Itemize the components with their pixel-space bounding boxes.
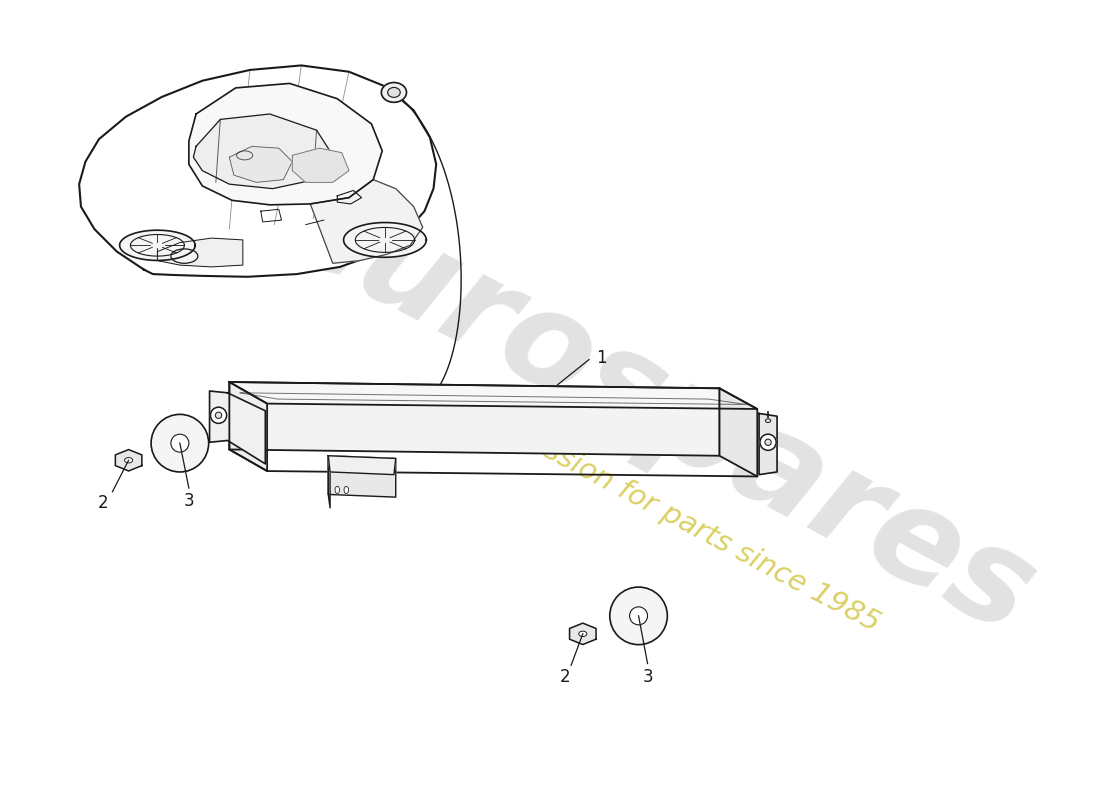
Text: eurospares: eurospares — [258, 157, 1055, 661]
Polygon shape — [328, 456, 330, 508]
Polygon shape — [229, 146, 293, 182]
Ellipse shape — [210, 407, 227, 423]
Polygon shape — [210, 391, 265, 464]
Ellipse shape — [336, 486, 340, 494]
Ellipse shape — [760, 434, 777, 450]
Text: 2: 2 — [560, 668, 570, 686]
Text: 3: 3 — [184, 492, 195, 510]
Polygon shape — [229, 382, 719, 456]
Polygon shape — [120, 230, 195, 261]
Polygon shape — [116, 450, 142, 471]
Polygon shape — [719, 388, 757, 477]
Polygon shape — [293, 148, 349, 182]
Ellipse shape — [124, 458, 133, 463]
Ellipse shape — [579, 631, 586, 637]
Ellipse shape — [387, 87, 400, 98]
Ellipse shape — [216, 412, 222, 418]
Polygon shape — [328, 456, 396, 497]
Polygon shape — [229, 382, 267, 471]
Polygon shape — [343, 222, 427, 258]
Ellipse shape — [170, 434, 189, 452]
Polygon shape — [759, 414, 777, 474]
Ellipse shape — [151, 414, 209, 472]
Ellipse shape — [764, 439, 771, 446]
Polygon shape — [328, 456, 396, 474]
Ellipse shape — [629, 607, 648, 625]
Polygon shape — [79, 66, 437, 277]
Polygon shape — [229, 382, 757, 409]
Text: 2: 2 — [98, 494, 109, 513]
Text: a passion for parts since 1985: a passion for parts since 1985 — [483, 406, 884, 637]
Text: 1: 1 — [596, 349, 607, 366]
Text: 3: 3 — [642, 668, 653, 686]
Polygon shape — [157, 238, 243, 267]
Ellipse shape — [382, 82, 407, 102]
Polygon shape — [310, 180, 422, 263]
Ellipse shape — [170, 249, 198, 263]
Polygon shape — [570, 623, 596, 645]
Ellipse shape — [766, 419, 771, 422]
Polygon shape — [194, 114, 333, 189]
Ellipse shape — [609, 587, 668, 645]
Ellipse shape — [344, 486, 349, 494]
Polygon shape — [189, 83, 382, 205]
